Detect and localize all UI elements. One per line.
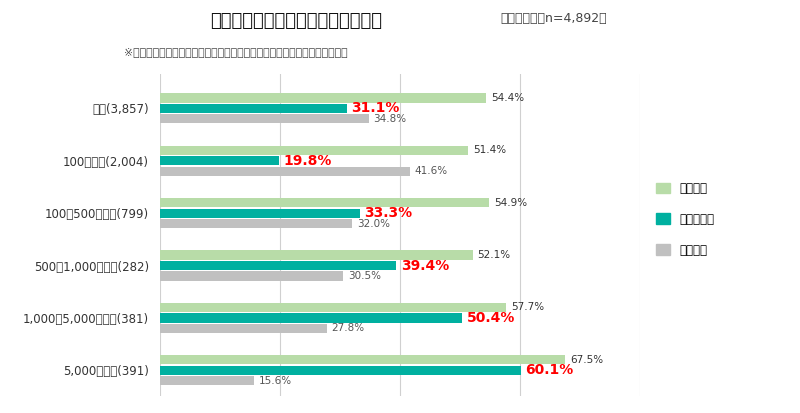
Bar (160, 166, 410, 176)
Text: 32.0%: 32.0% (357, 218, 390, 229)
Text: 57.7%: 57.7% (511, 302, 544, 312)
Bar (160, 198, 490, 207)
Bar (160, 156, 279, 165)
Text: 60.1%: 60.1% (526, 363, 574, 377)
Text: 50.4%: 50.4% (467, 311, 515, 325)
Text: 33.3%: 33.3% (365, 206, 413, 220)
Text: 31.1%: 31.1% (351, 101, 400, 115)
Text: 15.6%: 15.6% (258, 376, 291, 386)
Text: 30.5%: 30.5% (348, 271, 381, 281)
Text: 19.8%: 19.8% (284, 154, 332, 168)
Text: 34.8%: 34.8% (374, 114, 406, 124)
Bar (160, 303, 506, 312)
Text: 27.8%: 27.8% (332, 323, 365, 333)
Text: 54.9%: 54.9% (494, 198, 527, 208)
Text: ※項目：従業員規模別の（）内は「分からない」の選択を除いたサンプル数: ※項目：従業員規模別の（）内は「分からない」の選択を除いたサンプル数 (124, 47, 348, 57)
Legend: 役員利用, 従業員利用, 利用なし: 役員利用, 従業員利用, 利用なし (655, 182, 714, 256)
Text: 39.4%: 39.4% (401, 259, 450, 273)
Bar (160, 324, 327, 333)
Text: 41.6%: 41.6% (414, 166, 447, 176)
Bar (160, 376, 254, 385)
Bar (160, 93, 486, 102)
Bar (160, 250, 473, 260)
Bar (160, 366, 521, 375)
Bar (160, 104, 346, 113)
Bar (160, 313, 462, 323)
Bar (160, 271, 343, 280)
Text: 52.1%: 52.1% (478, 250, 510, 260)
Bar (160, 261, 397, 270)
Text: 従業員規模別法人カードの利用状況: 従業員規模別法人カードの利用状況 (210, 12, 382, 31)
Text: （複数回答　n=4,892）: （複数回答 n=4,892） (500, 12, 606, 25)
Text: 54.4%: 54.4% (491, 93, 524, 103)
Bar (160, 209, 360, 218)
Bar (160, 146, 469, 155)
Bar (160, 355, 565, 364)
Bar (160, 114, 369, 123)
Bar (160, 219, 352, 228)
Text: 67.5%: 67.5% (570, 355, 603, 365)
Text: 51.4%: 51.4% (474, 145, 506, 155)
